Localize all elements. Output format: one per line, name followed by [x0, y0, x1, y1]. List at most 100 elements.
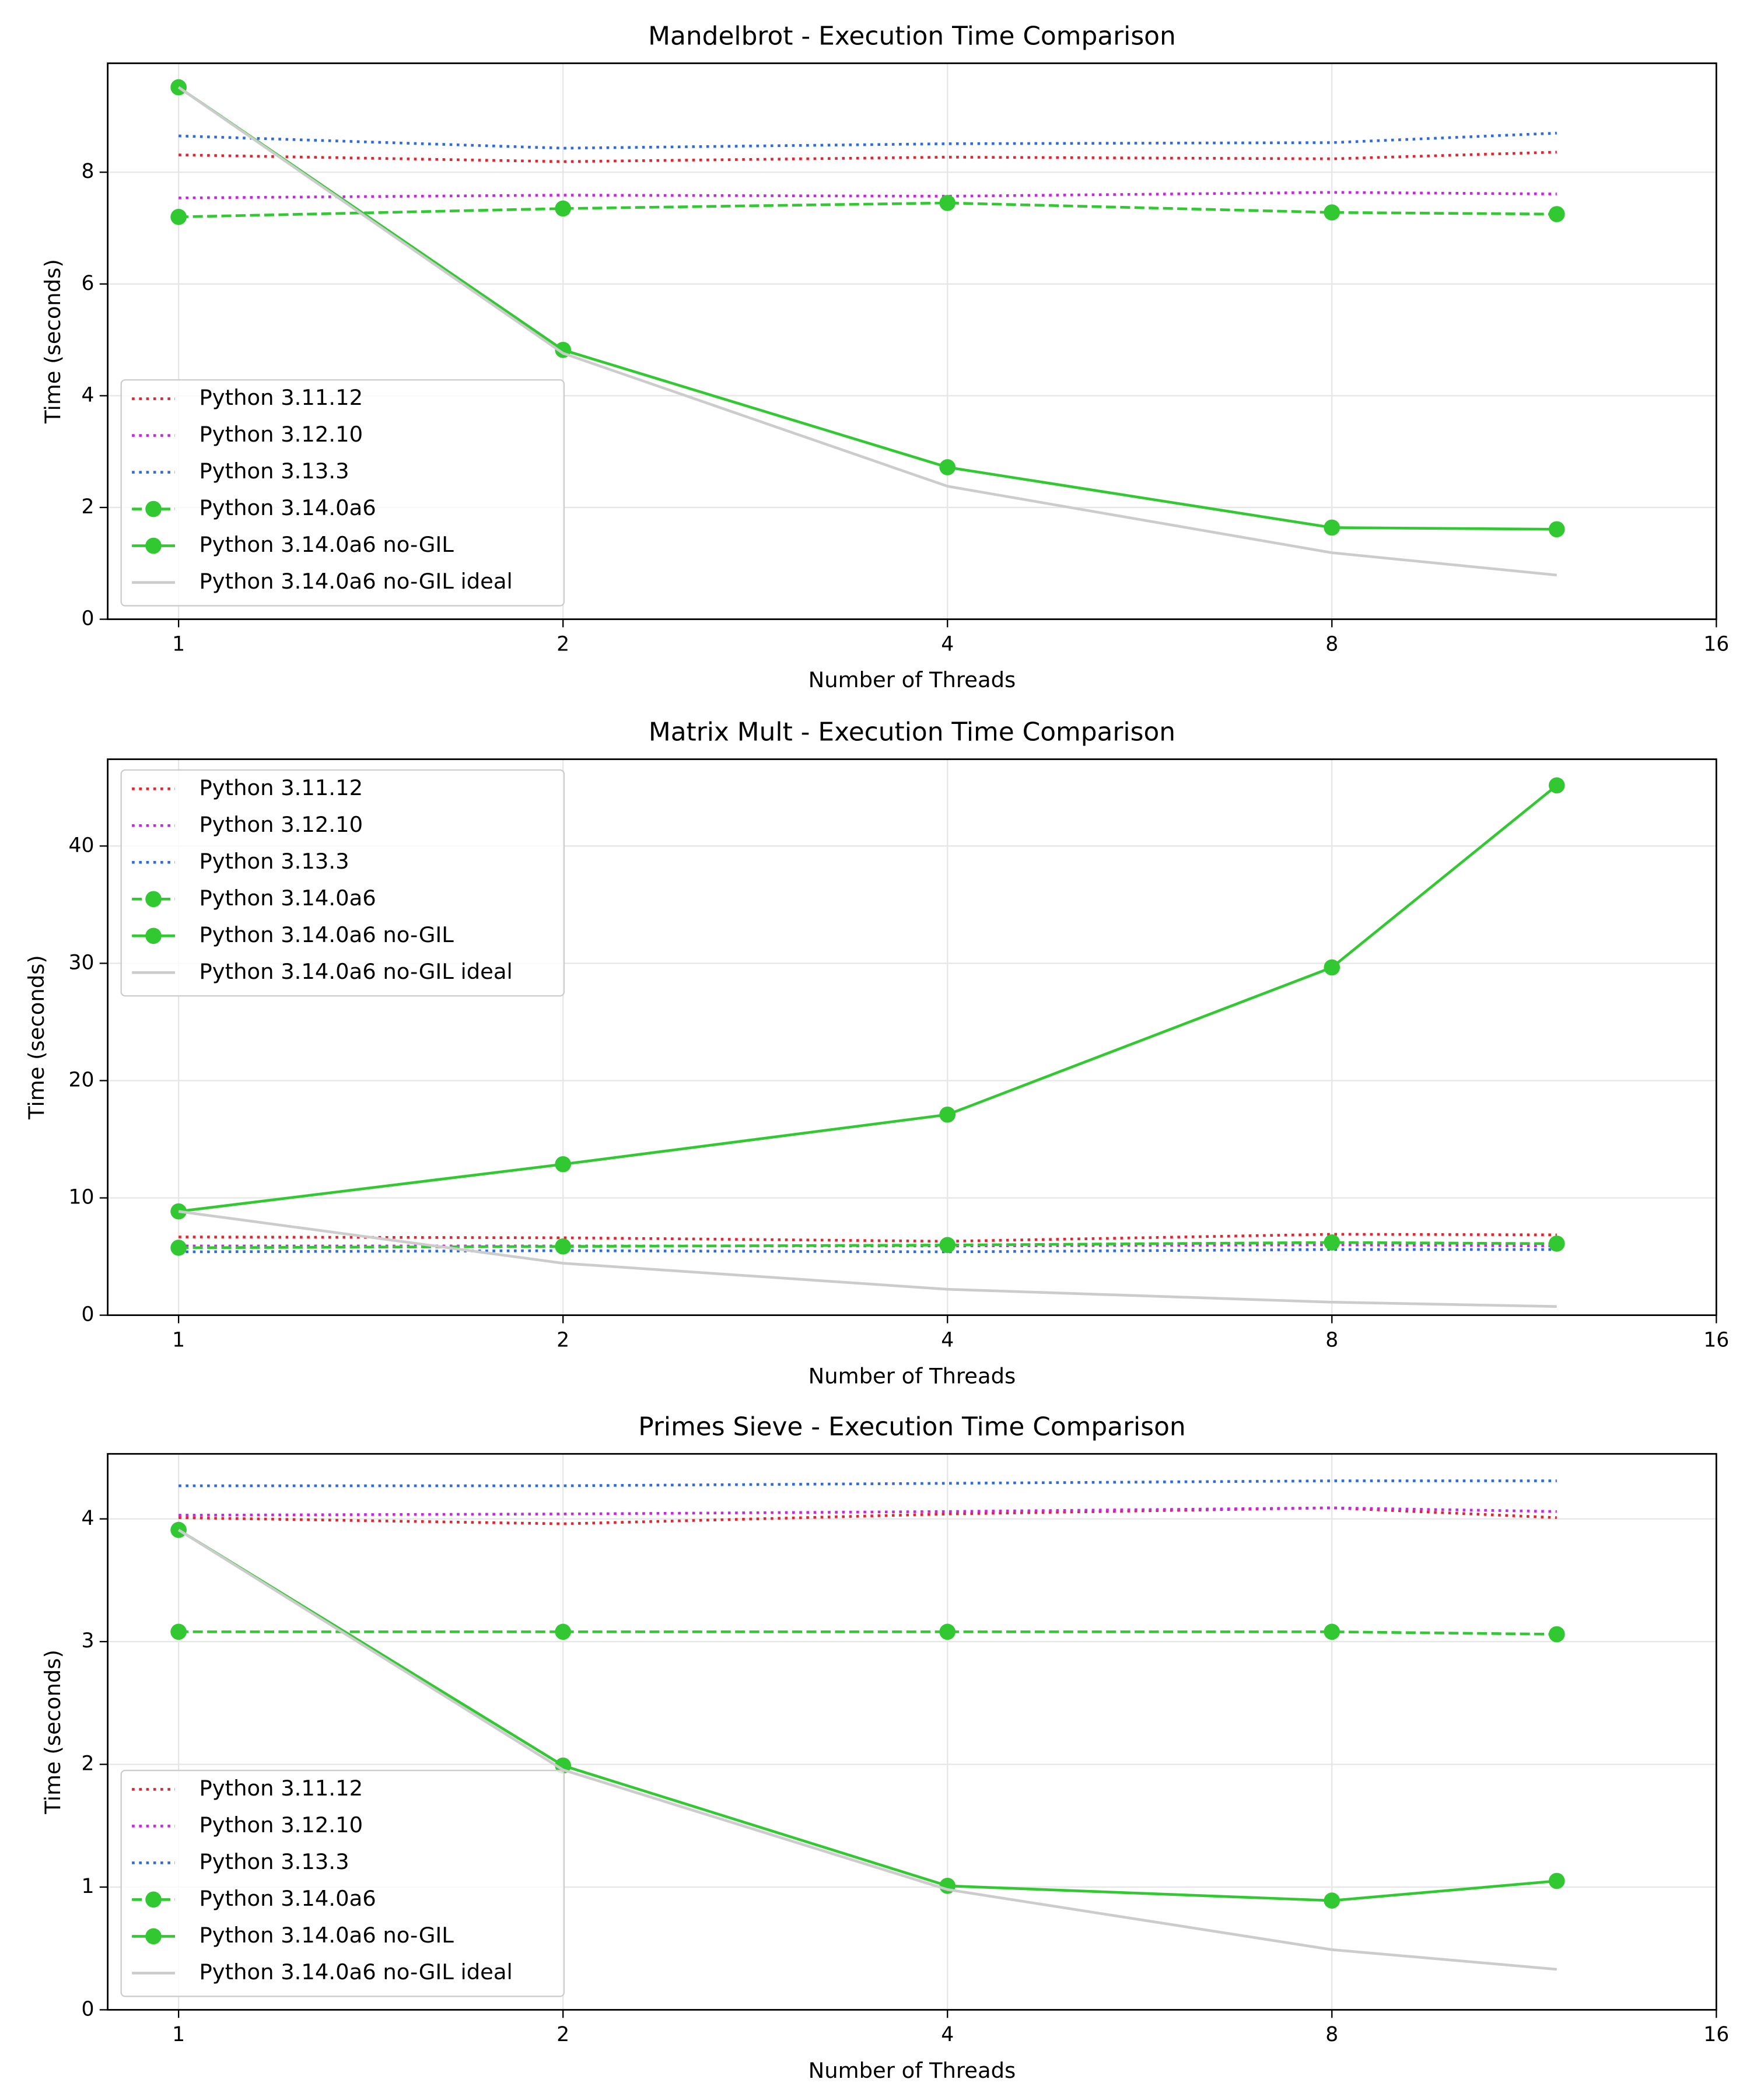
legend-box: [120, 769, 565, 997]
data-point: [170, 1240, 187, 1256]
x-tick-label: 8: [1325, 632, 1338, 656]
plot-frame: [107, 1452, 1717, 2011]
data-point: [1548, 206, 1565, 222]
data-point: [555, 200, 572, 217]
legend-marker: [145, 928, 162, 944]
data-point: [555, 1623, 572, 1640]
data-point: [170, 79, 187, 96]
data-point: [170, 209, 187, 225]
data-point: [555, 1757, 572, 1774]
y-tick-label: 0: [82, 607, 94, 631]
y-axis-label: Time (seconds): [24, 955, 49, 1120]
chart: Mandelbrot - Execution Time Comparison Nu…: [40, 22, 1730, 693]
x-tick-label: 8: [1325, 2023, 1338, 2046]
legend-label: Python 3.12.10: [200, 422, 363, 447]
y-tick-label: 30: [68, 951, 94, 974]
data-point: [1324, 204, 1340, 221]
data-point: [939, 195, 956, 211]
data-point: [170, 1623, 187, 1640]
y-tick-label: 3: [82, 1629, 94, 1653]
y-tick-label: 6: [82, 272, 94, 295]
y-tick-label: 4: [82, 1507, 94, 1530]
data-point: [939, 1106, 956, 1123]
series-line: [178, 1479, 1557, 1488]
legend-label: Python 3.11.12: [200, 385, 363, 410]
legend-label: Python 3.13.3: [200, 849, 349, 874]
series-line: [178, 191, 1557, 200]
series-line: [178, 1630, 1557, 1636]
data-point: [1548, 1873, 1565, 1889]
data-point: [1324, 959, 1340, 976]
series-line: [178, 201, 1557, 219]
data-point: [1548, 777, 1565, 794]
legend-label: Python 3.14.0a6 no-GIL: [200, 1923, 454, 1948]
data-point: [939, 1237, 956, 1254]
y-tick-label: 0: [82, 1997, 94, 2021]
series-line: [178, 131, 1557, 150]
y-tick-label: 10: [68, 1186, 94, 1209]
legend-marker: [145, 537, 162, 554]
legend-marker: [145, 1928, 162, 1945]
y-tick-label: 2: [82, 1752, 94, 1776]
x-tick-label: 2: [556, 632, 569, 656]
y-tick-label: 4: [82, 383, 94, 407]
legend-label: Python 3.14.0a6: [200, 1886, 376, 1911]
series-line: [178, 1241, 1557, 1250]
legend-label: Python 3.14.0a6 no-GIL ideal: [200, 1959, 513, 1985]
legend-label: Python 3.13.3: [200, 1849, 349, 1874]
chart: Primes Sieve - Execution Time Comparison…: [40, 1412, 1730, 2083]
data-point: [1548, 521, 1565, 538]
legend-label: Python 3.11.12: [200, 775, 363, 800]
x-tick-label: 2: [556, 2023, 569, 2046]
y-tick-label: 40: [68, 834, 94, 857]
data-point: [1548, 1236, 1565, 1252]
y-tick-label: 8: [82, 160, 94, 183]
series-line: [178, 1233, 1557, 1243]
series-line: [178, 1243, 1557, 1248]
chart-title: Primes Sieve - Execution Time Comparison: [638, 1412, 1185, 1441]
data-point: [939, 1623, 956, 1640]
plot-frame: [107, 758, 1717, 1316]
x-tick-label: 4: [941, 1328, 954, 1352]
x-tick-label: 16: [1703, 2023, 1729, 2046]
x-tick-label: 16: [1703, 632, 1729, 656]
y-tick-label: 1: [82, 1875, 94, 1898]
plot-frame: [107, 62, 1717, 620]
x-axis-label: Number of Threads: [808, 2058, 1016, 2083]
chart: Matrix Mult - Execution Time Comparison N…: [24, 718, 1729, 1389]
series-line: [178, 1506, 1557, 1525]
legend-label: Python 3.14.0a6 no-GIL ideal: [200, 569, 513, 594]
y-tick-label: 20: [68, 1068, 94, 1091]
legend-label: Python 3.14.0a6: [200, 495, 376, 520]
legend-box: [120, 379, 565, 607]
y-tick-label: 0: [82, 1303, 94, 1326]
y-axis-label: Time (seconds): [40, 259, 65, 424]
x-axis-label: Number of Threads: [808, 1363, 1016, 1388]
data-point: [1324, 519, 1340, 536]
x-tick-label: 4: [941, 632, 954, 656]
data-point: [555, 1238, 572, 1255]
legend-label: Python 3.14.0a6 no-GIL: [200, 532, 454, 557]
x-tick-label: 8: [1325, 1328, 1338, 1352]
chart-title: Matrix Mult - Execution Time Comparison: [649, 718, 1175, 747]
legend-label: Python 3.12.10: [200, 812, 363, 837]
x-tick-label: 1: [172, 2023, 185, 2046]
legend-box: [120, 1769, 565, 1997]
legend-marker: [145, 891, 162, 908]
data-point: [1324, 1892, 1340, 1909]
data-point: [1324, 1623, 1340, 1640]
series-line: [177, 86, 1558, 577]
x-tick-label: 16: [1703, 1328, 1729, 1352]
y-tick-label: 2: [82, 495, 94, 519]
x-tick-label: 2: [556, 1328, 569, 1352]
legend-label: Python 3.14.0a6 no-GIL: [200, 922, 454, 947]
series-line: [178, 1248, 1557, 1254]
series-line: [178, 1210, 1557, 1308]
x-tick-label: 1: [172, 632, 185, 656]
series-line: [178, 1506, 1557, 1517]
series-line: [177, 1528, 1557, 1971]
data-point: [939, 459, 956, 475]
legend-label: Python 3.14.0a6: [200, 886, 376, 911]
legend-label: Python 3.11.12: [200, 1776, 363, 1801]
